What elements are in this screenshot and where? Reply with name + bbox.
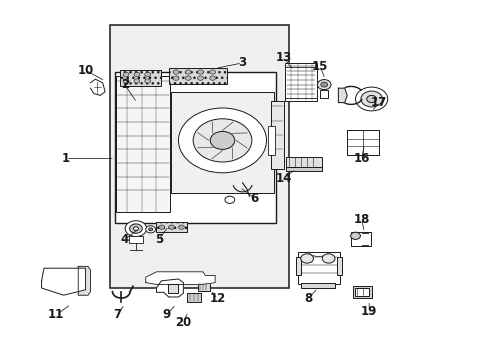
Bar [352, 286, 371, 298]
Bar [187, 293, 201, 302]
Circle shape [173, 70, 179, 74]
Circle shape [185, 70, 191, 74]
Circle shape [178, 225, 184, 229]
Text: 5: 5 [155, 233, 163, 246]
Bar [171, 92, 273, 193]
Circle shape [355, 87, 387, 111]
Bar [346, 130, 378, 155]
Circle shape [134, 79, 140, 83]
Circle shape [317, 80, 330, 90]
Circle shape [350, 232, 360, 239]
Bar [271, 101, 283, 169]
Bar [116, 76, 169, 212]
Circle shape [224, 196, 234, 203]
Circle shape [129, 224, 142, 233]
Circle shape [134, 72, 140, 77]
Circle shape [144, 72, 150, 77]
Text: 16: 16 [353, 152, 369, 165]
Bar [167, 284, 178, 293]
Text: 18: 18 [353, 213, 369, 226]
Polygon shape [145, 272, 215, 284]
Text: 4: 4 [121, 233, 128, 246]
Circle shape [159, 225, 164, 229]
Text: 10: 10 [77, 64, 94, 77]
Circle shape [123, 72, 129, 77]
Circle shape [133, 227, 138, 230]
Bar [337, 257, 342, 275]
Bar [129, 236, 142, 243]
Circle shape [148, 228, 152, 231]
Text: 20: 20 [175, 316, 191, 329]
Circle shape [209, 76, 215, 80]
Bar [320, 90, 327, 98]
Bar [300, 283, 334, 288]
Circle shape [197, 76, 203, 80]
Text: 17: 17 [370, 96, 386, 109]
Text: 11: 11 [48, 309, 64, 321]
Text: 8: 8 [304, 292, 311, 305]
Bar [155, 222, 187, 232]
Text: 13: 13 [275, 51, 291, 64]
Bar [110, 25, 288, 288]
Circle shape [168, 225, 174, 229]
Bar [198, 283, 210, 291]
Text: 19: 19 [360, 305, 377, 318]
Circle shape [144, 79, 150, 83]
Circle shape [193, 119, 251, 162]
Circle shape [178, 108, 266, 173]
Circle shape [197, 70, 203, 74]
Circle shape [366, 95, 376, 103]
Circle shape [125, 221, 146, 237]
Polygon shape [41, 268, 85, 295]
Text: 7: 7 [113, 309, 121, 321]
Text: 12: 12 [209, 292, 225, 305]
Polygon shape [338, 88, 346, 103]
Bar [285, 63, 316, 101]
Bar [298, 252, 339, 284]
Text: 9: 9 [162, 309, 170, 321]
Text: 15: 15 [311, 60, 328, 73]
Circle shape [322, 254, 334, 263]
Text: 1: 1 [62, 152, 70, 165]
Circle shape [210, 131, 234, 149]
Circle shape [209, 70, 215, 74]
Circle shape [300, 254, 313, 263]
Polygon shape [90, 79, 105, 95]
Bar [120, 70, 161, 86]
Bar [285, 157, 321, 167]
Text: 14: 14 [275, 172, 291, 185]
Bar [168, 68, 227, 84]
Circle shape [185, 76, 191, 80]
Circle shape [123, 79, 129, 83]
Text: 3: 3 [238, 57, 245, 69]
Bar [350, 232, 370, 246]
Bar [285, 167, 321, 171]
Text: 6: 6 [250, 192, 258, 204]
Polygon shape [78, 266, 90, 295]
Circle shape [173, 76, 179, 80]
Bar [296, 257, 301, 275]
Text: 2: 2 [121, 78, 128, 91]
Bar [267, 126, 275, 155]
Bar [115, 72, 276, 223]
Circle shape [145, 226, 155, 233]
Bar [354, 288, 368, 296]
Polygon shape [156, 279, 183, 297]
Circle shape [320, 82, 327, 87]
Circle shape [360, 91, 382, 107]
